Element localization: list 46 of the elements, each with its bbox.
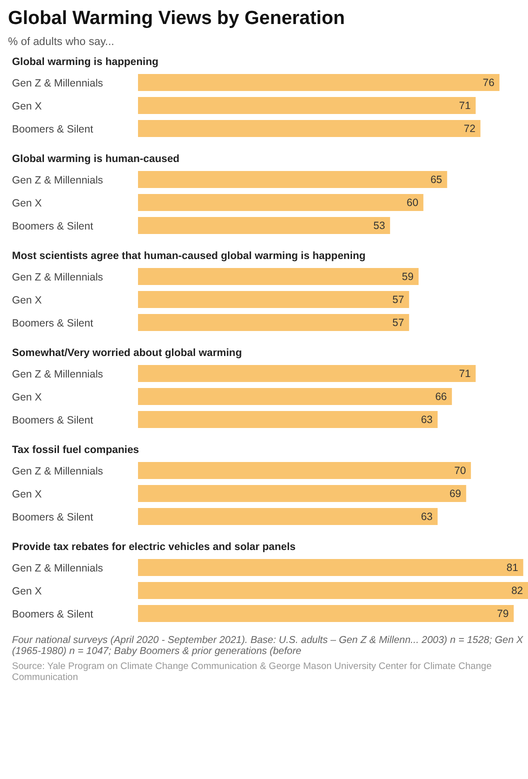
y-tick-label: Boomers & Silent bbox=[12, 414, 94, 426]
text: Four national surveys (April 2020 - September 2021). Base: U.S. adults – Gen Z & Millenn... 2003) n = 1528; Gen X (1965-1980) n = 1047; Baby Boomers & prior generations (before bbox=[12, 635, 524, 657]
text: Global Warming Views by Generation bbox=[8, 8, 346, 30]
y-tick-label: Boomers & Silent bbox=[12, 512, 94, 524]
chart-title: Tax fossil fuel companies bbox=[12, 444, 140, 456]
data-label: 57 bbox=[392, 294, 404, 306]
data-label: 66 bbox=[435, 391, 448, 404]
data-label: 63 bbox=[420, 511, 433, 524]
data-label: 59 bbox=[402, 271, 414, 284]
data-label: 53 bbox=[373, 220, 386, 232]
data-label: 82 bbox=[511, 585, 524, 598]
data-label: 72 bbox=[464, 123, 476, 136]
data-label: 76 bbox=[482, 77, 495, 90]
y-tick-label: Gen Z & Millennials bbox=[12, 78, 104, 90]
y-tick-label: Boomers & Silent bbox=[12, 220, 94, 232]
chart-title: Somewhat/Very worried about global warming bbox=[12, 347, 243, 359]
y-tick-label: Gen X bbox=[12, 198, 42, 210]
y-tick-label: Gen Z & Millennials bbox=[12, 272, 104, 284]
chart-title: Provide tax rebates for electric vehicles and solar panels bbox=[12, 541, 297, 553]
data-label: 71 bbox=[458, 100, 471, 112]
data-label: 57 bbox=[392, 317, 404, 330]
source-note: Source: Yale Program on Climate Change Communication & George Mason University Center for Climate Change Communication bbox=[12, 661, 493, 683]
y-tick-label: Gen X bbox=[12, 488, 42, 500]
data-label: 81 bbox=[506, 562, 518, 574]
data-label: 69 bbox=[449, 488, 462, 500]
y-tick-label: Gen X bbox=[12, 586, 42, 598]
data-label: 79 bbox=[497, 608, 509, 620]
data-label: 60 bbox=[406, 197, 419, 210]
y-tick-label: Gen Z & Millennials bbox=[12, 466, 104, 478]
text: % of adults who say... bbox=[8, 36, 116, 48]
chart-title: Global warming is human-caused bbox=[12, 153, 180, 165]
y-tick-label: Gen X bbox=[12, 294, 42, 306]
data-label: 70 bbox=[454, 465, 466, 478]
y-tick-label: Gen Z & Millennials bbox=[12, 174, 104, 186]
data-label: 63 bbox=[420, 414, 433, 426]
data-label: 71 bbox=[458, 368, 471, 380]
data-label: 65 bbox=[430, 174, 442, 186]
chart-title: Global warming is happening bbox=[12, 56, 160, 68]
y-tick-label: Gen Z & Millennials bbox=[12, 368, 104, 380]
y-tick-label: Boomers & Silent bbox=[12, 124, 94, 136]
y-tick-label: Boomers & Silent bbox=[12, 608, 94, 620]
y-tick-label: Gen X bbox=[12, 392, 42, 404]
chart-title: Most scientists agree that human-caused global warming is happening bbox=[12, 250, 367, 262]
y-tick-label: Gen X bbox=[12, 100, 42, 112]
y-tick-label: Gen Z & Millennials bbox=[12, 562, 104, 574]
y-tick-label: Boomers & Silent bbox=[12, 318, 94, 330]
